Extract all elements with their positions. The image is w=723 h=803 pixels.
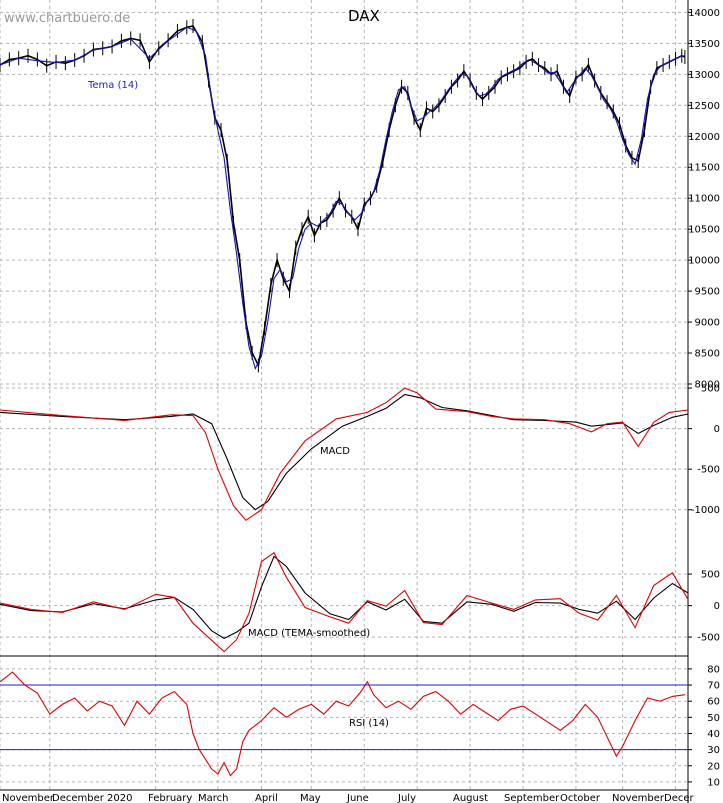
series-layer bbox=[0, 19, 689, 777]
y-tick-label: 10 bbox=[707, 777, 720, 788]
y-tick-label: -500 bbox=[697, 465, 720, 476]
y-tick-label: 14000 bbox=[688, 8, 720, 19]
x-tick-label: October bbox=[560, 793, 601, 803]
y-tick-label: -500 bbox=[697, 633, 720, 644]
macd-line bbox=[0, 555, 689, 640]
x-tick-label: March bbox=[198, 793, 228, 803]
watermark: www.chartbuero.de bbox=[4, 11, 130, 26]
tema-label: Tema (14) bbox=[87, 80, 138, 91]
y-tick-label: 50 bbox=[707, 713, 720, 724]
y-tick-label: 60 bbox=[707, 697, 720, 708]
y-tick-label: 12500 bbox=[688, 101, 720, 112]
x-tick-label: September bbox=[504, 793, 560, 803]
signal-line bbox=[0, 387, 689, 522]
y-tick-label: 70 bbox=[707, 681, 720, 692]
y-tick-label: 8500 bbox=[695, 349, 720, 360]
x-tick-label: April bbox=[255, 793, 278, 803]
y-tick-label: 30 bbox=[707, 745, 720, 756]
x-tick-label: June bbox=[346, 793, 369, 803]
grid bbox=[0, 0, 689, 790]
x-tick-label: February bbox=[148, 793, 192, 803]
y-tick-label: 12000 bbox=[688, 132, 720, 143]
y-tick-label: 9500 bbox=[695, 287, 720, 298]
x-tick-label: November bbox=[2, 793, 55, 803]
y-tick-label: 13500 bbox=[688, 39, 720, 50]
y-tick-label: 500 bbox=[701, 384, 720, 395]
y-tick-label: 9000 bbox=[695, 318, 720, 329]
y-tick-label: 80 bbox=[707, 664, 720, 675]
x-tick-label: July bbox=[397, 793, 416, 803]
macd-line bbox=[0, 393, 689, 511]
y-tick-label: 10000 bbox=[688, 256, 720, 267]
x-tick-label: December 2020 bbox=[52, 793, 132, 803]
y-tick-label: 11500 bbox=[688, 163, 720, 174]
x-tick-label: Decer bbox=[664, 793, 695, 803]
x-tick-label: May bbox=[300, 793, 321, 803]
y-tick-label: -1000 bbox=[691, 505, 720, 516]
tema-line bbox=[0, 26, 686, 371]
rsi-line bbox=[0, 671, 685, 777]
y-tick-label: 20 bbox=[707, 761, 720, 772]
y-tick-label: 13000 bbox=[688, 70, 720, 81]
chart-title: DAX bbox=[348, 7, 380, 25]
y-tick-label: 500 bbox=[701, 570, 720, 581]
macd-tema-label: MACD (TEMA-smoothed) bbox=[248, 628, 370, 639]
x-tick-label: August bbox=[453, 793, 488, 803]
macd-label: MACD bbox=[320, 446, 350, 457]
signal-line bbox=[0, 551, 689, 653]
y-tick-label: 0 bbox=[714, 424, 720, 435]
y-tick-label: 40 bbox=[707, 729, 720, 740]
y-tick-label: 11000 bbox=[688, 194, 720, 205]
x-tick-label: November bbox=[612, 793, 665, 803]
rsi-label: RSI (14) bbox=[349, 718, 389, 729]
panels bbox=[0, 0, 689, 803]
y-tick-label: 0 bbox=[714, 601, 720, 612]
y-tick-label: 10500 bbox=[688, 225, 720, 236]
y-tick-label: 8000 bbox=[695, 380, 720, 391]
